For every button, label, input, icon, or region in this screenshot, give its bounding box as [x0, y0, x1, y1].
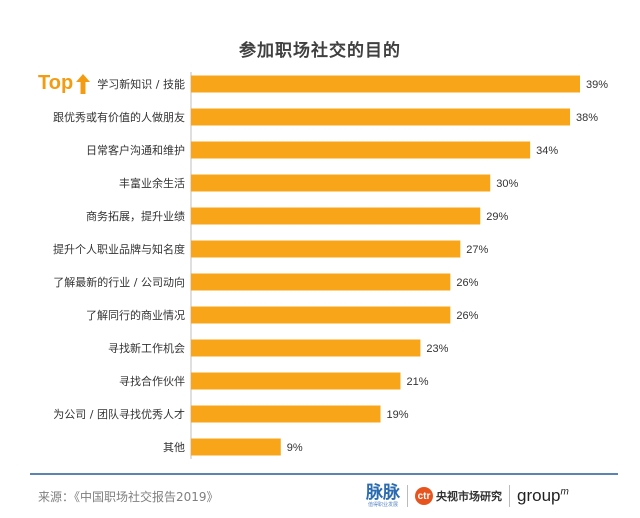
top-label: Top [38, 72, 74, 94]
ctr-logo-text: 央视市场研究 [436, 490, 502, 503]
ctr-logo-mark: ctr [415, 487, 433, 505]
maimai-logo-subtext: 值得职业发展 [367, 502, 398, 508]
bar [191, 273, 451, 291]
bar [191, 75, 580, 93]
groupm-logo: groupm [517, 486, 569, 506]
bar [191, 108, 571, 126]
category-label: 学习新知识 / 技能 [97, 77, 185, 91]
data-label: 38% [576, 112, 598, 124]
logo-separator [509, 485, 510, 507]
data-label: 23% [426, 343, 448, 355]
bar [191, 207, 481, 225]
category-label: 其他 [163, 441, 185, 454]
bar [191, 405, 381, 423]
top-badge: Top [38, 72, 91, 95]
source-note: 来源：《中国职场社交报告2019》 [38, 490, 219, 504]
data-label: 9% [287, 442, 303, 454]
category-label: 跟优秀或有价值的人做朋友 [53, 110, 185, 124]
data-label: 34% [536, 145, 558, 157]
data-label: 19% [387, 409, 409, 421]
category-label: 了解同行的商业情况 [86, 308, 185, 322]
data-label: 21% [406, 376, 428, 388]
data-label: 39% [586, 79, 608, 91]
footer-divider [30, 473, 618, 475]
groupm-logo-sup: m [560, 486, 569, 498]
bar [191, 240, 461, 258]
bar [191, 372, 401, 390]
data-label: 30% [496, 178, 518, 190]
category-label: 了解最新的行业 / 公司动向 [53, 275, 185, 289]
bar [191, 438, 281, 456]
category-label: 提升个人职业品牌与知名度 [53, 242, 185, 256]
data-label: 27% [466, 244, 488, 256]
category-label: 为公司 / 团队寻找优秀人才 [53, 407, 185, 421]
bar-chart: 学习新知识 / 技能 39% 跟优秀或有价值的人做朋友 38% 日常客户沟通和维护 34%… [53, 72, 608, 459]
category-label: 商务拓展，提升业绩 [86, 209, 185, 223]
data-label: 29% [486, 211, 508, 223]
category-label: 丰富业余生活 [119, 176, 185, 190]
bar [191, 141, 531, 159]
groupm-logo-text: group [517, 486, 561, 505]
data-label: 26% [456, 310, 478, 322]
logo-separator [407, 485, 408, 507]
category-label: 寻找新工作机会 [108, 341, 185, 355]
bar [191, 339, 421, 357]
data-label: 26% [456, 277, 478, 289]
bar [191, 306, 451, 324]
up-arrow-icon [76, 73, 91, 94]
chart-title: 参加职场社交的目的 [239, 41, 401, 61]
category-label: 寻找合作伙伴 [119, 374, 185, 388]
maimai-logo: 脉脉 值得职业发展 [366, 484, 400, 508]
category-label: 日常客户沟通和维护 [86, 143, 185, 157]
bar [191, 174, 491, 192]
maimai-logo-text: 脉脉 [366, 483, 400, 503]
logo-strip: 脉脉 值得职业发展 ctr 央视市场研究 groupm [366, 481, 569, 511]
